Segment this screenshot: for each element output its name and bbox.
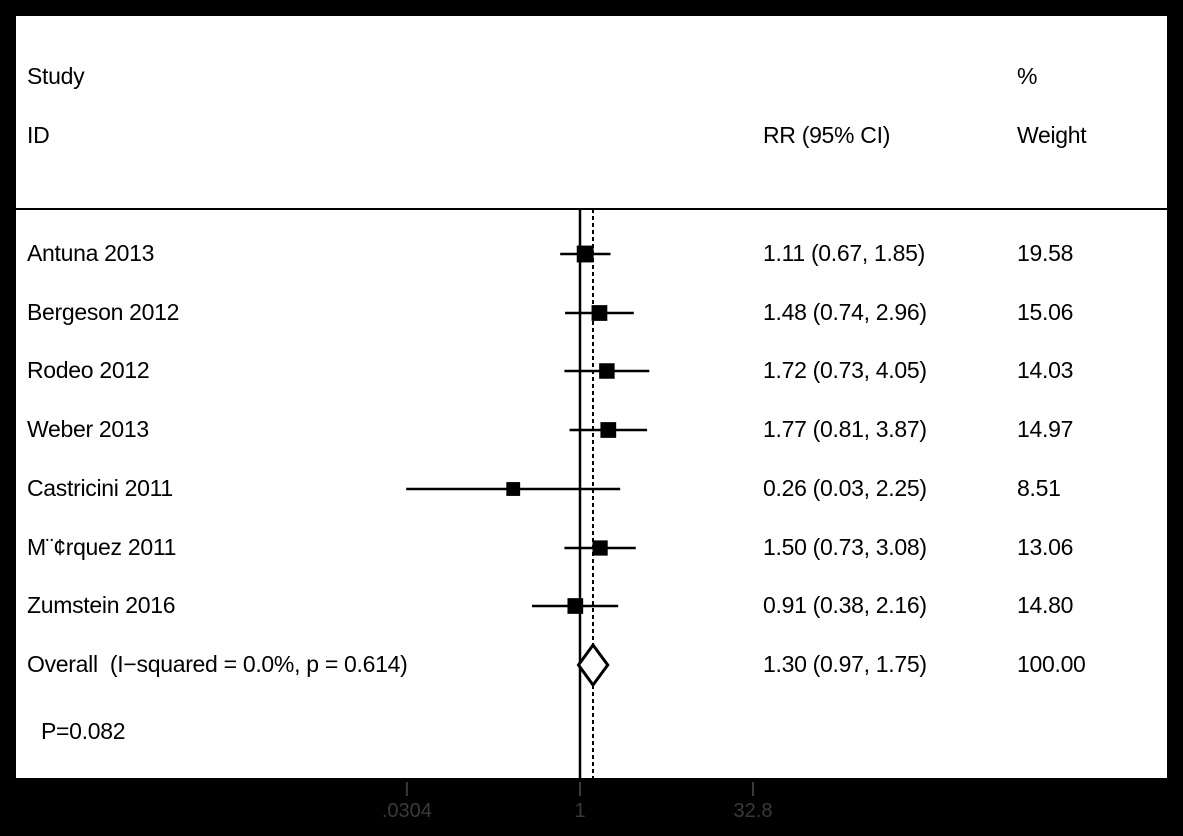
study-label: Zumstein 2016 [27,592,176,618]
point-estimate [591,305,608,321]
study-ci-text: 1.77 (0.81, 3.87) [763,416,927,442]
study-weight-text: 14.80 [1017,592,1074,618]
header-effect: RR (95% CI) [763,122,891,148]
study-ci-text: 1.72 (0.73, 4.05) [763,357,927,383]
study-weight-text: 19.58 [1017,240,1074,266]
overall-weight-text: 100.00 [1017,651,1086,677]
point-estimate [576,245,594,263]
point-estimate [599,363,615,379]
study-label: Bergeson 2012 [27,299,180,325]
header-study: Study [27,63,85,89]
study-label: Rodeo 2012 [27,357,150,383]
point-estimate [506,482,521,496]
overall-label: Overall (I−squared = 0.0%, p = 0.614) [27,651,408,677]
study-ci-text: 1.48 (0.74, 2.96) [763,299,927,325]
study-ci-text: 1.11 (0.67, 1.85) [763,240,925,266]
overall-ci-text: 1.30 (0.97, 1.75) [763,651,927,677]
study-weight-text: 13.06 [1017,534,1074,560]
study-label: M¨¢rquez 2011 [27,534,177,560]
study-ci-text: 1.50 (0.73, 3.08) [763,534,927,560]
study-label: Antuna 2013 [27,240,155,266]
study-weight-text: 14.97 [1017,416,1074,442]
p-value-label: P=0.082 [41,718,126,744]
point-estimate [600,422,617,438]
study-label: Weber 2013 [27,416,149,442]
point-estimate [592,540,608,556]
study-ci-text: 0.26 (0.03, 2.25) [763,475,927,501]
study-weight-text: 8.51 [1017,475,1061,501]
study-weight-text: 15.06 [1017,299,1074,325]
study-label: Castricini 2011 [27,475,173,501]
study-weight-text: 14.03 [1017,357,1074,383]
header-weight: Weight [1017,122,1087,148]
study-ci-text: 0.91 (0.38, 2.16) [763,592,927,618]
point-estimate [567,598,584,614]
overall-diamond [576,642,610,688]
header-id: ID [27,122,50,148]
header-percent: % [1017,63,1038,89]
